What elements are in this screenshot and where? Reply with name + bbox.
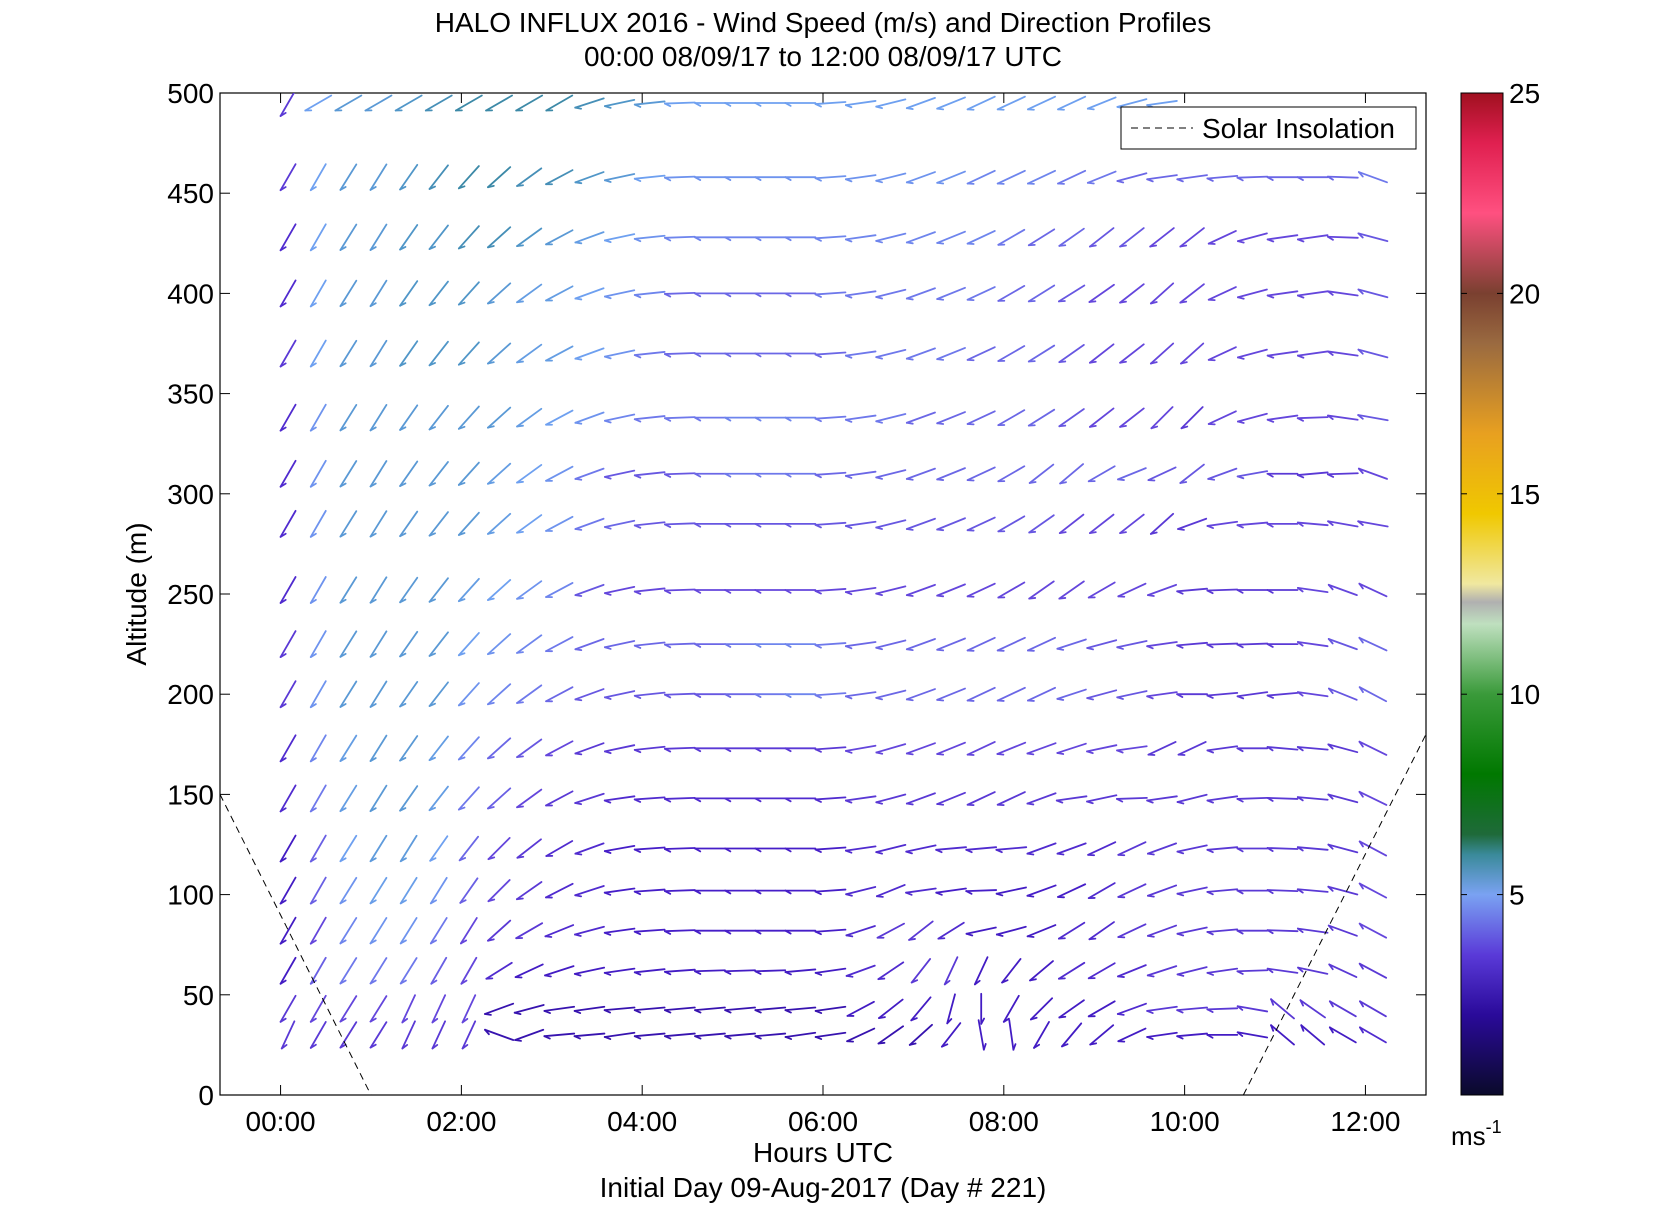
y-tick-label: 200 — [167, 679, 214, 710]
y-tick-label: 300 — [167, 479, 214, 510]
colorbar-tick-label: 20 — [1509, 278, 1540, 309]
colorbar-tick-label: 5 — [1509, 880, 1525, 911]
chart-subtitle: 00:00 08/09/17 to 12:00 08/09/17 UTC — [584, 41, 1062, 72]
x-axis-label: Hours UTC — [753, 1137, 893, 1168]
y-tick-label: 100 — [167, 880, 214, 911]
x-tick-label: 08:00 — [969, 1106, 1039, 1137]
x-tick-label: 04:00 — [607, 1106, 677, 1137]
x-tick-label: 06:00 — [788, 1106, 858, 1137]
colorbar-scale — [1461, 93, 1503, 1095]
chart-title: HALO INFLUX 2016 - Wind Speed (m/s) and … — [435, 7, 1212, 38]
y-tick-label: 50 — [183, 980, 214, 1011]
colorbar-tick-label: 15 — [1509, 479, 1540, 510]
x-tick-label: 12:00 — [1330, 1106, 1400, 1137]
colorbar-unit: ms-1 — [1451, 1117, 1502, 1151]
colorbar-tick-label: 10 — [1509, 679, 1540, 710]
colorbar: 5 10 15 20 25 ms-1 — [1451, 78, 1540, 1151]
colorbar-tick-label: 25 — [1509, 78, 1540, 109]
x-tick-label: 02:00 — [426, 1106, 496, 1137]
legend: Solar Insolation — [1121, 107, 1416, 149]
y-tick-label: 350 — [167, 379, 214, 410]
y-tick-label: 150 — [167, 779, 214, 810]
y-tick-label: 0 — [198, 1080, 214, 1111]
y-tick-label: 400 — [167, 278, 214, 309]
y-axis-label: Altitude (m) — [121, 522, 152, 665]
plot-area — [220, 93, 1426, 1095]
x-tick-label: 10:00 — [1150, 1106, 1220, 1137]
y-tick-label: 250 — [167, 579, 214, 610]
legend-label: Solar Insolation — [1202, 113, 1395, 144]
x-axis-sublabel: Initial Day 09-Aug-2017 (Day # 221) — [600, 1172, 1047, 1203]
y-tick-label: 500 — [167, 78, 214, 109]
y-tick-label: 450 — [167, 178, 214, 209]
x-tick-label: 00:00 — [246, 1106, 316, 1137]
